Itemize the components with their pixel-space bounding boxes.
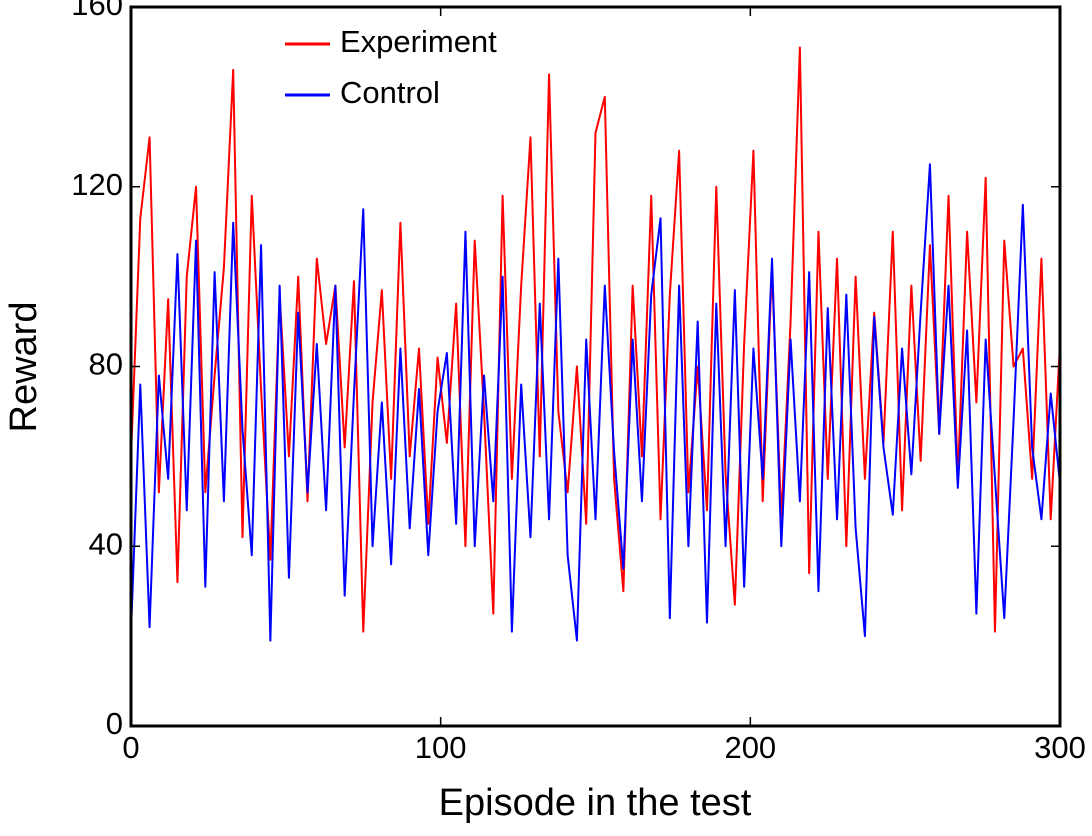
y-tick-label: 40 <box>89 526 123 561</box>
x-tick-label: 0 <box>122 730 139 765</box>
plot-frame <box>129 5 1062 728</box>
y-tick-label: 80 <box>89 347 123 382</box>
y-tick-label: 120 <box>71 167 123 202</box>
y-tick-label: 160 <box>71 0 123 22</box>
y-axis-label: Reward <box>3 302 45 433</box>
x-tick-label: 200 <box>724 730 776 765</box>
x-tick-label: 300 <box>1034 730 1086 765</box>
data-line <box>130 163 1061 642</box>
legend-label: Experiment <box>340 24 497 59</box>
legend-label: Control <box>340 75 440 110</box>
y-tick-label: 0 <box>106 706 123 741</box>
data-line <box>130 46 1061 633</box>
x-axis-label: Episode in the test <box>439 782 752 824</box>
x-tick-label: 100 <box>415 730 467 765</box>
